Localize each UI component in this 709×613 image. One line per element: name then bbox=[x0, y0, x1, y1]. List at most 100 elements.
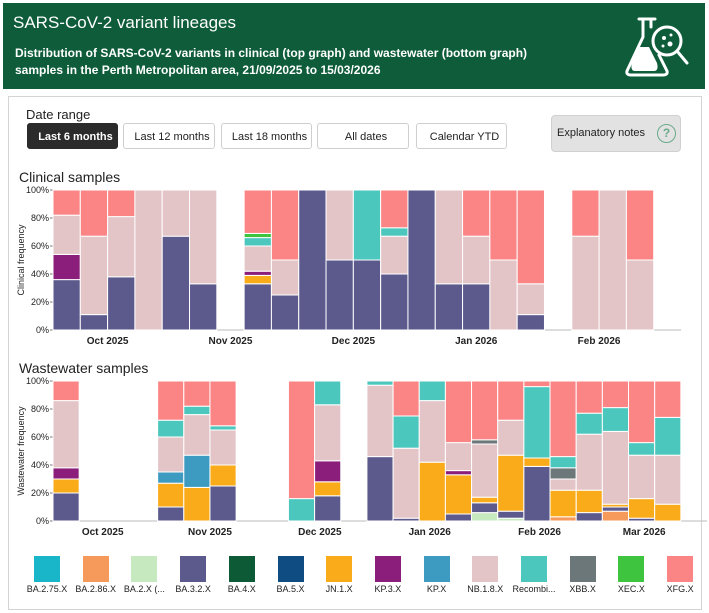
bar-segment-nb-1-8-x bbox=[601, 430, 630, 505]
bar-segment-nb-1-8-x bbox=[314, 404, 342, 462]
legend-item-ba-3-2-x[interactable]: BA.3.2.X bbox=[163, 556, 223, 594]
legend-item-kp-3-x[interactable]: KP.3.X bbox=[358, 556, 418, 594]
legend-swatch bbox=[569, 556, 596, 582]
bar-segment-ba-3-2-x bbox=[407, 189, 436, 331]
bar-segment-nb-1-8-x bbox=[571, 235, 600, 331]
legend-swatch bbox=[423, 556, 450, 582]
range-button-last-12-months[interactable]: Last 12 months bbox=[123, 123, 215, 149]
bar-segment-kp-3-x bbox=[314, 460, 342, 483]
x-tick-label: Nov 2025 bbox=[209, 336, 253, 347]
y-tick-label: 80% bbox=[31, 404, 49, 414]
bar-segment-recombi bbox=[549, 456, 577, 469]
bar-segment-recombi bbox=[380, 227, 409, 237]
bar-segment-jn-1-x bbox=[243, 274, 272, 285]
bar-segment-ba-2-86-x bbox=[601, 510, 630, 522]
y-tick-label: 40% bbox=[31, 460, 49, 470]
y-tick-label: 40% bbox=[31, 269, 49, 279]
wastewater-section-title: Wastewater samples bbox=[19, 360, 149, 376]
bar-segment-ba-3-2-x bbox=[270, 294, 300, 331]
explanatory-notes-button[interactable]: Explanatory notes ? bbox=[551, 115, 681, 152]
help-icon: ? bbox=[657, 124, 676, 143]
bar-segment-nb-1-8-x bbox=[462, 235, 491, 285]
y-tick-label: 20% bbox=[31, 488, 49, 498]
bar-segment-jn-1-x bbox=[52, 478, 80, 494]
bar-segment-kp-x bbox=[183, 454, 211, 488]
bar-segment-nb-1-8-x bbox=[392, 447, 420, 519]
legend-item-xfg-x[interactable]: XFG.X bbox=[650, 556, 709, 594]
bar-segment-nb-1-8-x bbox=[598, 189, 627, 331]
bar-segment-ba-3-2-x bbox=[209, 485, 237, 522]
dashboard-panel bbox=[8, 96, 702, 610]
bar-segment-xbb-x bbox=[471, 439, 499, 445]
y-tick-label: 100% bbox=[26, 376, 49, 386]
explanatory-notes-label: Explanatory notes bbox=[557, 127, 646, 139]
y-tick-label: 60% bbox=[31, 432, 49, 442]
bar-segment-ba-3-2-x bbox=[352, 259, 382, 331]
y-tick-label: 60% bbox=[31, 241, 49, 251]
bar-segment-jn-1-x bbox=[418, 461, 446, 522]
bar-segment-recombi bbox=[654, 416, 682, 456]
bar-segment-recombi bbox=[183, 405, 211, 416]
legend-item-ba-2-x[interactable]: BA.2.X (... bbox=[114, 556, 174, 594]
bar-segment-xfg-x bbox=[209, 380, 237, 427]
bar-segment-ba-3-2-x bbox=[523, 465, 551, 522]
bar-segment-jn-1-x bbox=[549, 489, 577, 518]
range-button-calendar-ytd[interactable]: Calendar YTD bbox=[416, 123, 507, 149]
bar-segment-nb-1-8-x bbox=[575, 433, 603, 491]
bar-segment-nb-1-8-x bbox=[270, 259, 300, 296]
bar-segment-xfg-x bbox=[571, 189, 600, 237]
bar-segment-recombi bbox=[575, 412, 603, 435]
bar-segment-nb-1-8-x bbox=[52, 400, 80, 469]
legend-item-nb-1-8-x[interactable]: NB.1.8.X bbox=[455, 556, 515, 594]
bar-segment-ba-3-2-x bbox=[516, 314, 545, 331]
legend-item-xbb-x[interactable]: XBB.X bbox=[553, 556, 613, 594]
bar-segment-ba-3-2-x bbox=[52, 279, 81, 331]
bar-segment-ba-3-2-x bbox=[161, 235, 191, 331]
bar-segment-ba-3-2-x bbox=[366, 456, 394, 522]
legend-item-ba-5-x[interactable]: BA.5.X bbox=[261, 556, 321, 594]
bar-segment-jn-1-x bbox=[628, 498, 656, 519]
bar-segment-recombi bbox=[157, 419, 185, 438]
range-button-all-dates[interactable]: All dates bbox=[317, 123, 409, 149]
bar-segment-nb-1-8-x bbox=[434, 189, 464, 285]
bar-segment-nb-1-8-x bbox=[549, 478, 577, 491]
app-subtitle: Distribution of SARS-CoV-2 variants in c… bbox=[15, 46, 528, 77]
bar-segment-recombi bbox=[366, 380, 394, 386]
wastewater-chart: 0% 20% 40% 60% 80% 100% Wastewater frequency Oc… bbox=[16, 376, 707, 538]
legend-item-ba-2-75-x[interactable]: BA.2.75.X bbox=[17, 556, 77, 594]
bar-segment-ba-3-2-x bbox=[52, 492, 80, 522]
bar-segment-nb-1-8-x bbox=[189, 189, 218, 285]
legend-item-ba-2-86-x[interactable]: BA.2.86.X bbox=[66, 556, 126, 594]
y-axis-label: Wastewater frequency bbox=[16, 406, 26, 496]
bar-segment-xfg-x bbox=[380, 189, 409, 229]
bar-segment-xfg-x bbox=[628, 380, 656, 444]
range-button-last-18-months[interactable]: Last 18 months bbox=[221, 123, 312, 149]
bar-segment-xfg-x bbox=[52, 380, 80, 402]
bar-segment-nb-1-8-x bbox=[79, 235, 109, 316]
bar-segment-xfg-x bbox=[243, 189, 272, 234]
bar-segment-recombi bbox=[628, 442, 656, 456]
bar-segment-jn-1-x bbox=[523, 457, 551, 467]
y-tick-label: 0% bbox=[36, 325, 49, 335]
legend-item-kp-x[interactable]: KP.X bbox=[407, 556, 467, 594]
bar-segment-recombi bbox=[209, 425, 237, 431]
bar-segment-nb-1-8-x bbox=[243, 245, 272, 272]
legend-item-ba-4-x[interactable]: BA.4.X bbox=[212, 556, 272, 594]
bar-segment-xfg-x bbox=[575, 380, 603, 414]
legend-swatch bbox=[667, 556, 694, 582]
x-tick-label: Jan 2026 bbox=[409, 527, 452, 538]
bar-segment-nb-1-8-x bbox=[625, 259, 655, 331]
bar-segment-recombi bbox=[243, 237, 272, 247]
range-button-last-6-months[interactable]: Last 6 months bbox=[27, 123, 118, 149]
bar-segment-ba-3-2-x bbox=[189, 283, 218, 331]
bar-segment-recombi bbox=[523, 386, 551, 459]
bar-segment-nb-1-8-x bbox=[161, 189, 191, 237]
legend-item-jn-1-x[interactable]: JN.1.X bbox=[309, 556, 369, 594]
legend-item-xec-x[interactable]: XEC.X bbox=[601, 556, 661, 594]
x-tick-label: Dec 2025 bbox=[298, 527, 342, 538]
bar-segment-nb-1-8-x bbox=[444, 442, 473, 472]
header-banner: SARS-CoV-2 variant lineages Distribution… bbox=[3, 3, 705, 89]
bar-segment-xfg-x bbox=[497, 380, 525, 421]
legend-item-recombi[interactable]: Recombi... bbox=[504, 556, 564, 594]
bar-segment-jn-1-x bbox=[157, 482, 185, 508]
